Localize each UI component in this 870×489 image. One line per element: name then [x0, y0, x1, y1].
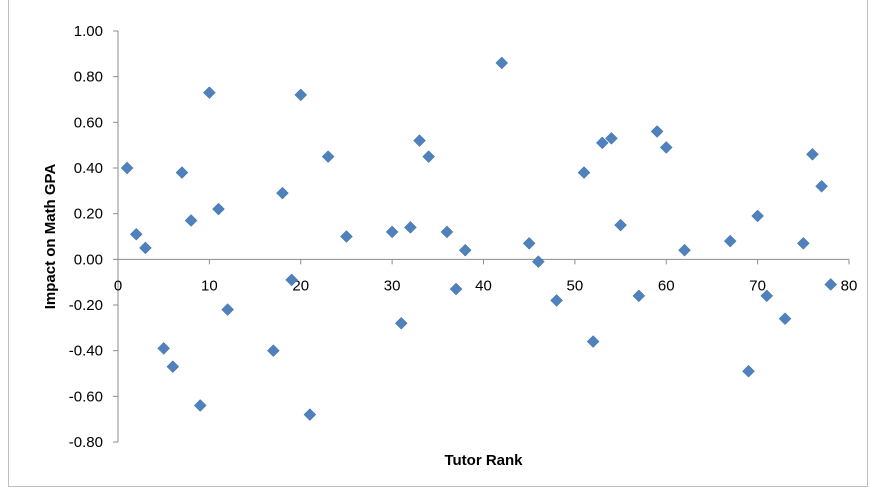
data-point — [723, 234, 737, 248]
y-tick-label: 0.00 — [74, 251, 103, 268]
y-tick-label: -0.80 — [69, 434, 103, 451]
x-tick-label: 70 — [749, 277, 766, 294]
chart-frame — [8, 0, 868, 487]
data-point — [659, 141, 673, 154]
data-point — [422, 150, 436, 163]
data-point — [815, 179, 828, 193]
data-point — [413, 134, 426, 147]
data-point — [586, 335, 600, 348]
data-point — [632, 289, 646, 303]
data-point — [203, 86, 216, 100]
data-point — [806, 147, 819, 161]
data-point — [340, 230, 353, 243]
y-tick-label: 0.80 — [74, 69, 103, 86]
data-point — [285, 273, 298, 287]
data-point — [495, 56, 509, 70]
data-point — [678, 243, 691, 257]
data-point — [531, 255, 545, 268]
x-tick-label: 0 — [114, 277, 122, 294]
x-ticks: 0 10 20 30 40 50 60 70 80 — [114, 259, 858, 294]
x-tick-label: 80 — [841, 277, 858, 294]
data-point — [212, 202, 225, 216]
data-point — [266, 344, 280, 358]
y-tick-label: 0.20 — [74, 206, 103, 223]
data-point — [577, 166, 591, 179]
data-point — [221, 303, 235, 316]
data-point — [751, 209, 764, 223]
data-point — [175, 166, 189, 179]
data-point — [166, 360, 180, 374]
data-point — [129, 227, 143, 241]
data-point — [184, 214, 198, 227]
data-point — [605, 131, 618, 145]
data-point — [458, 243, 472, 257]
data-point — [139, 241, 152, 255]
data-point — [742, 364, 755, 378]
y-tick-label: -0.60 — [69, 388, 103, 405]
data-point — [595, 136, 609, 150]
data-point — [824, 278, 838, 291]
data-point — [193, 399, 207, 412]
y-tick-label: 0.40 — [74, 160, 103, 177]
data-point — [614, 218, 627, 232]
y-tick-label: -0.40 — [69, 343, 103, 360]
data-point — [449, 282, 463, 296]
y-tick-label: 0.60 — [74, 114, 103, 131]
data-point — [385, 225, 399, 239]
data-points — [120, 56, 838, 421]
data-point — [550, 294, 563, 307]
y-ticks: 1.00 0.80 0.60 0.40 0.20 0.00 -0.20 -0.40 -0.60 -… — [69, 23, 118, 451]
x-tick-label: 40 — [475, 277, 492, 294]
y-tick-label: -0.20 — [69, 297, 103, 314]
data-point — [321, 150, 335, 163]
data-point — [778, 312, 792, 326]
x-tick-label: 50 — [567, 277, 584, 294]
x-tick-label: 60 — [658, 277, 675, 294]
data-point — [796, 236, 810, 250]
data-point — [394, 316, 408, 330]
x-tick-label: 30 — [384, 277, 401, 294]
y-axis-title: Impact on Math GPA — [42, 164, 59, 310]
data-point — [760, 289, 774, 303]
data-point — [650, 125, 664, 138]
x-tick-label: 20 — [292, 277, 309, 294]
data-point — [120, 161, 134, 175]
x-axis-title: Tutor Rank — [444, 452, 523, 469]
data-point — [440, 225, 454, 239]
data-point — [404, 221, 417, 234]
data-point — [157, 342, 171, 355]
data-point — [294, 88, 308, 102]
x-tick-label: 10 — [201, 277, 218, 294]
y-tick-label: 1.00 — [74, 23, 103, 40]
data-point — [303, 408, 317, 421]
data-point — [522, 236, 536, 250]
data-point — [276, 186, 289, 200]
